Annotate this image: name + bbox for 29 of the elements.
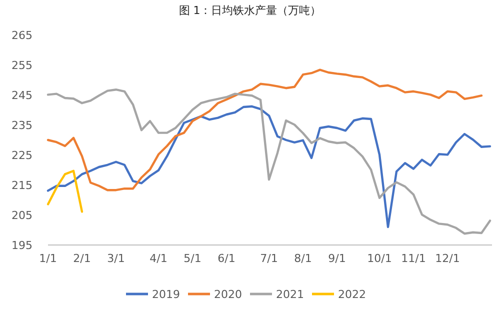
x-tick-label: 8/1: [294, 252, 312, 265]
x-tick-label: 10/1: [367, 252, 392, 265]
x-tick-label: 2/1: [73, 252, 91, 265]
x-tick-label: 9/1: [328, 252, 346, 265]
x-tick-label: 6/1: [218, 252, 236, 265]
y-tick-label: 225: [12, 149, 32, 162]
y-tick-label: 255: [12, 59, 32, 72]
x-tick-label: 3/1: [107, 252, 125, 265]
legend-label: 2022: [338, 288, 366, 301]
legend-label: 2019: [152, 288, 180, 301]
y-tick-label: 265: [12, 29, 32, 42]
chart-title: 图 1：日均铁水产量（万吨）: [178, 4, 322, 17]
x-tick-label: 4/1: [150, 252, 168, 265]
line-series: [46, 68, 483, 192]
y-tick-label: 205: [12, 209, 32, 222]
line-series: [46, 88, 492, 235]
y-tick-label: 195: [12, 239, 32, 252]
line-series: [46, 170, 84, 213]
y-tick-label: 235: [12, 119, 32, 132]
x-tick-label: 11/1: [401, 252, 426, 265]
legend-label: 2020: [214, 288, 242, 301]
line-series: [46, 105, 492, 228]
legend-label: 2021: [276, 288, 304, 301]
x-tick-label: 7/1: [260, 252, 278, 265]
y-tick-label: 245: [12, 89, 32, 102]
x-tick-label: 5/1: [184, 252, 202, 265]
x-tick-label: 1/1: [39, 252, 57, 265]
x-tick-label: 12/1: [435, 252, 460, 265]
y-tick-label: 215: [12, 179, 32, 192]
